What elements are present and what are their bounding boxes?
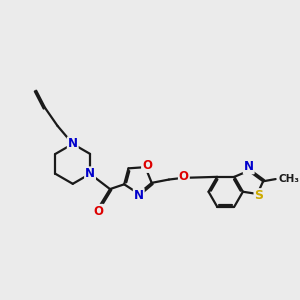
Text: O: O — [179, 170, 189, 183]
Text: N: N — [134, 189, 144, 202]
Text: N: N — [85, 167, 95, 180]
Text: CH₃: CH₃ — [278, 173, 299, 184]
Text: N: N — [68, 137, 78, 150]
Text: O: O — [93, 205, 103, 218]
Text: O: O — [142, 159, 152, 172]
Text: S: S — [254, 189, 263, 202]
Text: N: N — [244, 160, 254, 173]
